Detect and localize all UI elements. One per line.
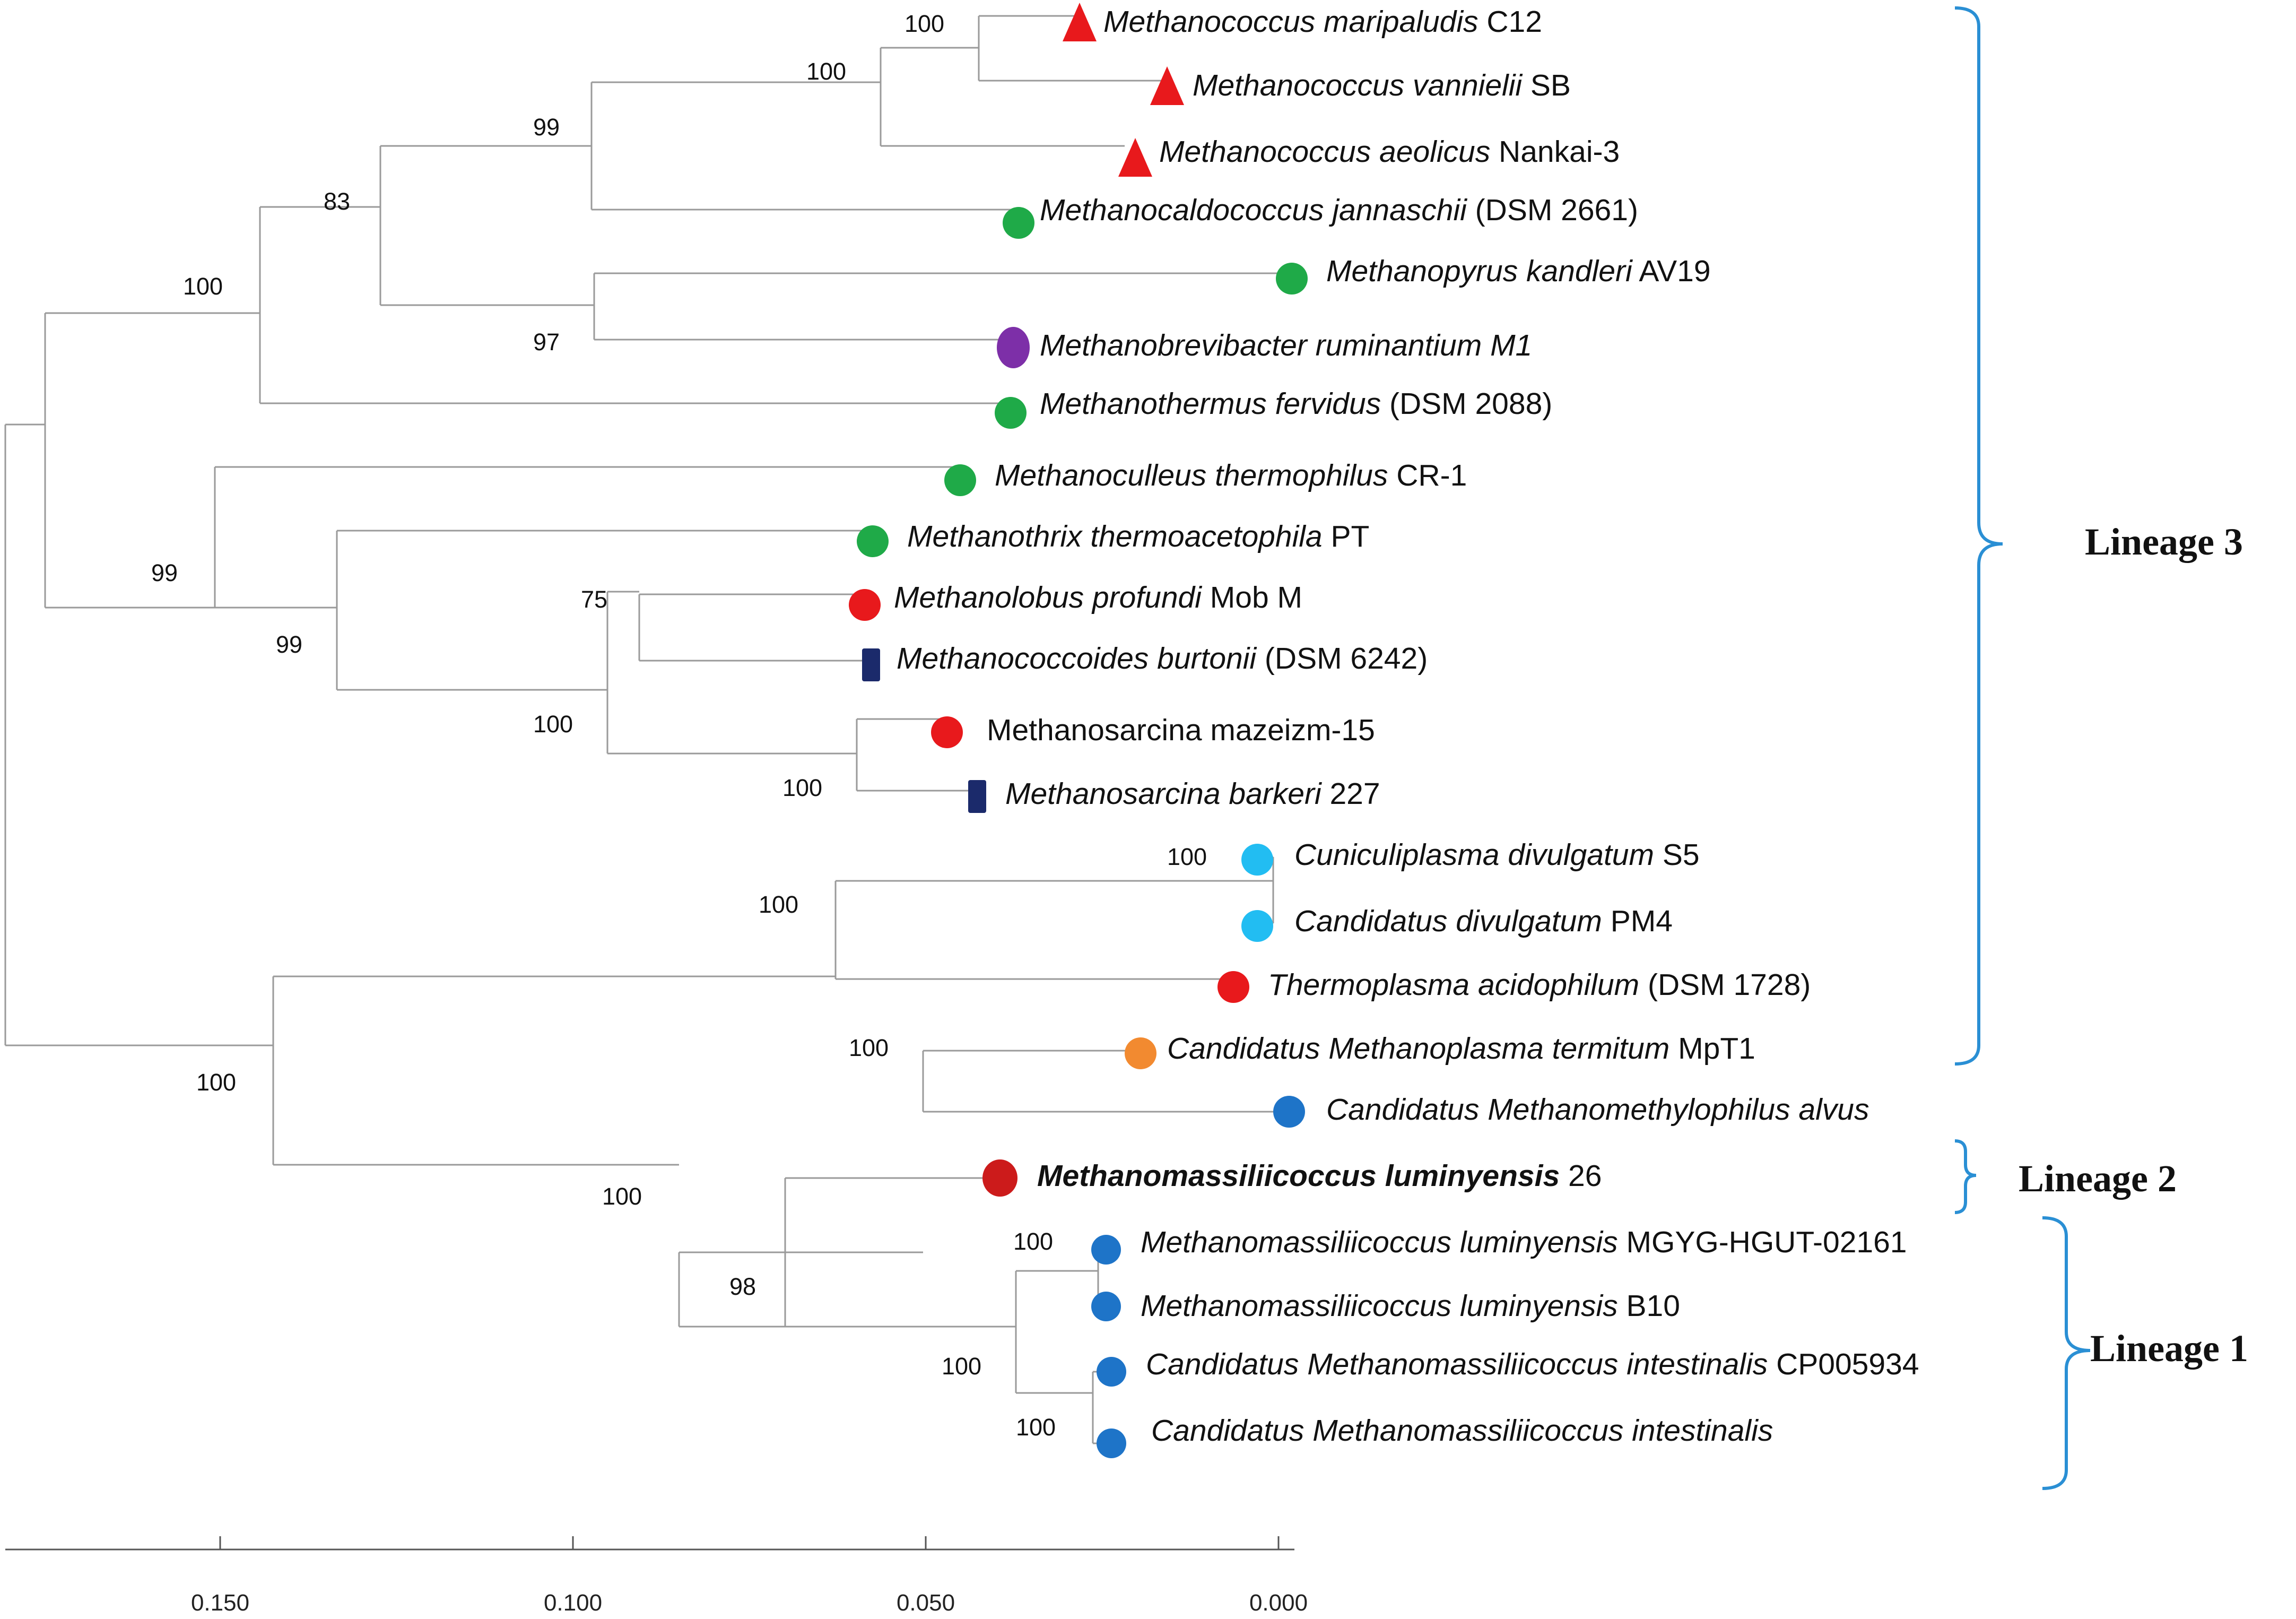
- lineage-1-bracket: [2042, 1216, 2091, 1490]
- marker-red-circle: [931, 716, 963, 748]
- marker-purple-ellipse: [997, 327, 1030, 368]
- marker-blue-circle: [1097, 1428, 1126, 1458]
- marker-red-triangle: [1118, 138, 1152, 177]
- axis-tick-label: 0.100: [544, 1590, 602, 1616]
- marker-orange-circle: [1125, 1037, 1156, 1069]
- bootstrap-value: 98: [729, 1273, 756, 1300]
- taxon-label: Methanococcus maripaludis C12: [1103, 5, 1542, 39]
- bootstrap-value: 75: [581, 586, 607, 613]
- marker-blue-circle: [1091, 1292, 1121, 1321]
- marker-green-circle: [857, 525, 889, 557]
- taxon-label: Candidatus divulgatum PM4: [1294, 904, 1673, 938]
- taxon-label: Methanosarcina barkeri 227: [1005, 777, 1380, 811]
- bootstrap-value: 100: [1167, 843, 1207, 870]
- marker-red-circle: [849, 589, 881, 621]
- marker-red-triangle: [1063, 3, 1097, 41]
- taxon-markers: [849, 3, 1308, 1458]
- marker-blue-circle: [1097, 1357, 1126, 1387]
- bootstrap-value: 100: [782, 774, 822, 801]
- marker-green-circle: [1003, 207, 1034, 239]
- taxon-label: Methanococcus aeolicus Nankai-3: [1159, 135, 1620, 169]
- taxon-label: Methanopyrus kandleri AV19: [1326, 254, 1711, 288]
- taxon-label: Candidatus Methanomassiliicoccus intesti…: [1146, 1347, 1919, 1381]
- taxon-label: Methanoculleus thermophilus CR-1: [995, 458, 1467, 492]
- lineage-1-label: Lineage 1: [2090, 1327, 2248, 1370]
- taxon-label: Candidatus Methanoplasma termitum MpT1: [1167, 1032, 1755, 1066]
- marker-blue-circle: [1091, 1235, 1121, 1265]
- axis-tick-label: 0.150: [191, 1590, 249, 1616]
- taxon-labels: Methanococcus maripaludis C12 Methanococ…: [894, 5, 1919, 1448]
- taxon-label: Methanothrix thermoacetophila PT: [907, 520, 1369, 553]
- lineage-2-bracket: [1954, 1139, 1977, 1214]
- marker-blue-circle: [1273, 1096, 1305, 1128]
- taxon-label: Methanomassiliicoccus luminyensis B10: [1141, 1289, 1680, 1323]
- taxon-label: Methanothermus fervidus (DSM 2088): [1040, 387, 1552, 421]
- bootstrap-value: 100: [533, 711, 573, 738]
- marker-green-circle: [944, 464, 976, 496]
- tree-branches: [4, 15, 1292, 1444]
- marker-green-circle: [995, 397, 1027, 429]
- marker-lightblue-circle: [1241, 910, 1273, 942]
- taxon-label: Thermoplasma acidophilum (DSM 1728): [1268, 968, 1811, 1002]
- marker-lightblue-circle: [1241, 844, 1273, 876]
- lineage-brackets: Lineage 3 Lineage 2 Lineage 1: [1954, 6, 2248, 1490]
- taxon-label: Methanosarcina mazeizm-15: [987, 713, 1375, 747]
- bootstrap-value: 100: [806, 58, 846, 85]
- scale-axis: 0.150 0.100 0.050 0.000: [5, 1536, 1308, 1616]
- taxon-label: Cuniculiplasma divulgatum S5: [1294, 838, 1700, 872]
- lineage-3-bracket: [1954, 6, 2003, 1066]
- bootstrap-value: 100: [196, 1069, 236, 1096]
- bootstrap-value: 83: [324, 188, 350, 215]
- bootstrap-value: 99: [276, 631, 302, 658]
- taxon-label-highlighted: Methanomassiliicoccus luminyensis 26: [1037, 1159, 1602, 1193]
- bootstrap-value: 99: [151, 559, 178, 586]
- bootstrap-value: 97: [533, 328, 560, 356]
- axis-tick-label: 0.000: [1249, 1590, 1308, 1616]
- taxon-label: Candidatus Methanomethylophilus alvus: [1326, 1093, 1869, 1127]
- taxon-label: Methanococcoides burtonii (DSM 6242): [897, 642, 1428, 676]
- bootstrap-value: 100: [905, 10, 944, 37]
- bootstrap-value: 100: [942, 1353, 981, 1380]
- bootstrap-value: 100: [1016, 1414, 1056, 1441]
- bootstrap-value: 100: [1013, 1228, 1053, 1255]
- marker-green-circle: [1276, 263, 1308, 295]
- marker-red-triangle: [1150, 66, 1184, 105]
- axis-tick-label: 0.050: [897, 1590, 955, 1616]
- taxon-label: Methanomassiliicoccus luminyensis MGYG-H…: [1141, 1225, 1907, 1259]
- lineage-3-label: Lineage 3: [2085, 521, 2243, 563]
- bootstrap-value: 100: [183, 273, 223, 300]
- taxon-label: Methanococcus vannielii SB: [1193, 68, 1571, 102]
- bootstrap-value: 100: [602, 1183, 642, 1210]
- bootstrap-values: 100 100 99 83 100 97 99 99 75 100 100 10…: [151, 10, 1207, 1441]
- bootstrap-value: 99: [533, 114, 560, 141]
- taxon-label: Methanobrevibacter ruminantium M1: [1040, 328, 1532, 362]
- taxon-label: Methanocaldococcus jannaschii (DSM 2661): [1040, 193, 1638, 227]
- marker-darkred-circle: [982, 1159, 1017, 1197]
- bootstrap-value: 100: [849, 1034, 889, 1061]
- taxon-label: Candidatus Methanomassiliicoccus intesti…: [1151, 1414, 1773, 1448]
- taxon-label: Methanolobus profundi Mob M: [894, 581, 1302, 614]
- bootstrap-value: 100: [759, 891, 798, 918]
- marker-navy-rect: [968, 780, 986, 813]
- marker-red-circle: [1217, 971, 1249, 1003]
- lineage-2-label: Lineage 2: [2019, 1157, 2177, 1200]
- marker-navy-rect: [862, 648, 880, 681]
